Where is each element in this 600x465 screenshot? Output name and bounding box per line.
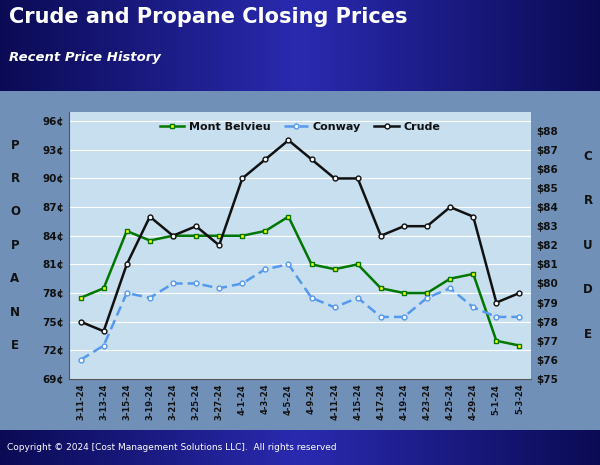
Text: D: D <box>583 283 593 296</box>
Text: A: A <box>10 272 20 285</box>
Text: P: P <box>11 239 19 252</box>
Text: P: P <box>11 139 19 152</box>
Text: Recent Price History: Recent Price History <box>9 51 161 64</box>
Text: U: U <box>583 239 593 252</box>
Text: Crude and Propane Closing Prices: Crude and Propane Closing Prices <box>9 7 407 27</box>
Text: Copyright © 2024 [Cost Management Solutions LLC].  All rights reserved: Copyright © 2024 [Cost Management Soluti… <box>7 443 337 452</box>
Text: N: N <box>10 306 20 319</box>
Legend: Mont Belvieu, Conway, Crude: Mont Belvieu, Conway, Crude <box>155 117 445 136</box>
Text: R: R <box>10 172 20 185</box>
Text: R: R <box>583 194 593 207</box>
Text: O: O <box>10 206 20 219</box>
Text: E: E <box>11 339 19 352</box>
Text: C: C <box>584 150 592 163</box>
Text: E: E <box>584 328 592 341</box>
